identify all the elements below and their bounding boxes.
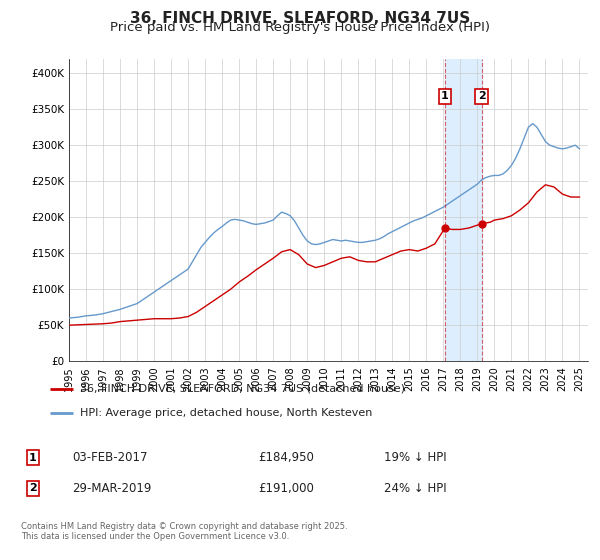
Text: 19% ↓ HPI: 19% ↓ HPI bbox=[384, 451, 446, 464]
Text: 1: 1 bbox=[29, 452, 37, 463]
Text: Contains HM Land Registry data © Crown copyright and database right 2025.
This d: Contains HM Land Registry data © Crown c… bbox=[21, 522, 347, 542]
Text: £191,000: £191,000 bbox=[258, 482, 314, 495]
Bar bbox=[445, 59, 482, 361]
Text: 36, FINCH DRIVE, SLEAFORD, NG34 7US: 36, FINCH DRIVE, SLEAFORD, NG34 7US bbox=[130, 11, 470, 26]
Text: £184,950: £184,950 bbox=[258, 451, 314, 464]
Text: 03-FEB-2017: 03-FEB-2017 bbox=[72, 451, 148, 464]
Text: 36, FINCH DRIVE, SLEAFORD, NG34 7US (detached house): 36, FINCH DRIVE, SLEAFORD, NG34 7US (det… bbox=[80, 384, 405, 394]
Text: 2: 2 bbox=[478, 91, 485, 101]
Text: 29-MAR-2019: 29-MAR-2019 bbox=[72, 482, 151, 495]
Text: Price paid vs. HM Land Registry's House Price Index (HPI): Price paid vs. HM Land Registry's House … bbox=[110, 21, 490, 34]
Text: 24% ↓ HPI: 24% ↓ HPI bbox=[384, 482, 446, 495]
Text: HPI: Average price, detached house, North Kesteven: HPI: Average price, detached house, Nort… bbox=[80, 408, 373, 418]
Text: 1: 1 bbox=[441, 91, 449, 101]
Text: 2: 2 bbox=[29, 483, 37, 493]
